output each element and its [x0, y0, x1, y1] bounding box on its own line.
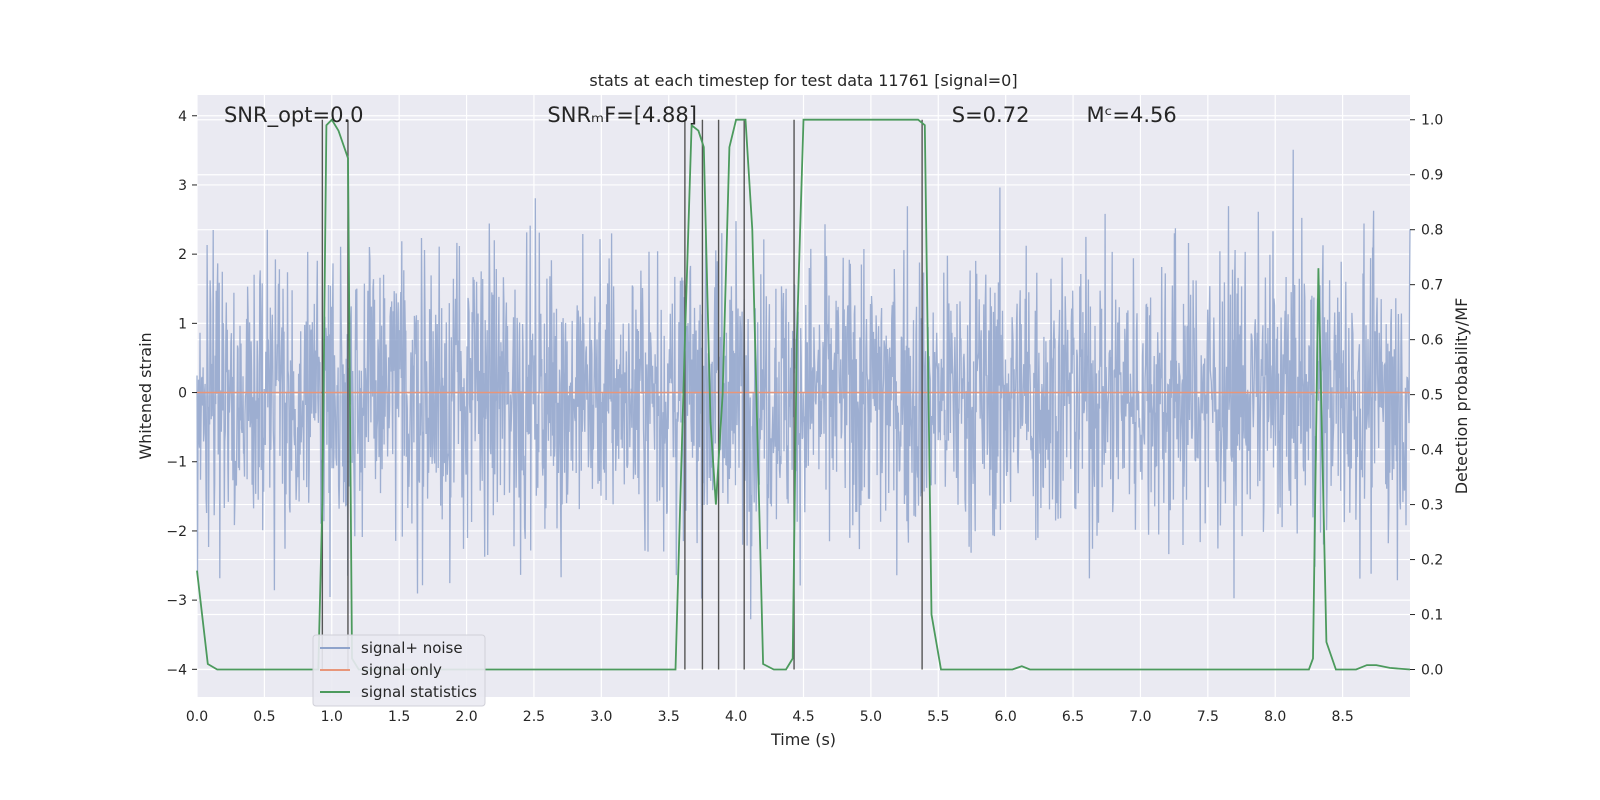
x-tick-label: 2.5: [523, 709, 545, 725]
y2-tick-label: 0.8: [1421, 223, 1443, 239]
x-axis-label: Time (s): [770, 730, 836, 749]
x-tick-label: 8.0: [1264, 709, 1286, 725]
annotation-mc: Mᶜ=4.56: [1087, 103, 1177, 127]
y-tick-label: −4: [166, 662, 187, 678]
signal-noise-line: [196, 149, 1411, 620]
y2-tick-label: 0.4: [1421, 443, 1443, 459]
y-tick-label: 2: [178, 247, 187, 263]
legend-label-signal-noise: signal+ noise: [361, 639, 463, 657]
x-tick-label: 3.0: [590, 709, 612, 725]
x-tick-label: 5.0: [860, 709, 882, 725]
x-tick-label: 1.5: [388, 709, 410, 725]
x-tick-label: 4.5: [792, 709, 814, 725]
signal-statistics-line: [196, 118, 1411, 671]
legend-label-signal-only: signal only: [361, 661, 442, 679]
y-tick-label: −1: [166, 455, 187, 471]
x-tick-label: 3.5: [658, 709, 680, 725]
y2-tick-label: 0.7: [1421, 278, 1443, 294]
y-tick-label: 3: [178, 178, 187, 194]
annotation-snr-opt: SNR_opt=0.0: [224, 103, 364, 128]
y2-tick-label: 0.5: [1421, 388, 1443, 404]
x-tick-label: 2.0: [455, 709, 477, 725]
legend: signal+ noise signal only signal statist…: [312, 634, 486, 707]
annotations: SNR_opt=0.0 SNRₘF=[4.88] S=0.72 Mᶜ=4.56: [224, 103, 1177, 128]
signal-noise-series: [196, 149, 1411, 620]
y-tick-label: 0: [178, 386, 187, 402]
annotation-s: S=0.72: [952, 103, 1030, 127]
y2-tick-label: 0.9: [1421, 168, 1443, 184]
x-tick-label: 8.5: [1331, 709, 1353, 725]
signal-statistics-series: [196, 118, 1411, 671]
x-tick-label: 6.0: [995, 709, 1017, 725]
chart-title: stats at each timestep for test data 117…: [589, 71, 1017, 90]
y2-tick-label: 1.0: [1421, 113, 1443, 129]
y-axis-label: Whitened strain: [136, 332, 155, 459]
annotation-snr-mf: SNRₘF=[4.88]: [547, 103, 697, 127]
x-tick-label: 0.5: [253, 709, 275, 725]
y2-tick-label: 0.3: [1421, 498, 1443, 514]
y2-tick-label: 0.2: [1421, 553, 1443, 569]
x-tick-label: 1.0: [321, 709, 343, 725]
x-tick-label: 0.0: [186, 709, 208, 725]
y2-tick-label: 0.0: [1421, 663, 1443, 679]
axis-ticks: 0.0 0.5 1.0 1.5 2.0 2.5 3.0 3.5 4.0 4.5 5.0 5.5 6.0 6…: [166, 109, 1443, 725]
y2-tick-label: 0.1: [1421, 608, 1443, 624]
x-tick-label: 7.0: [1129, 709, 1151, 725]
y-tick-label: 1: [178, 316, 187, 332]
vertical-markers: [321, 119, 923, 670]
y-tick-label: 4: [178, 109, 187, 125]
x-tick-label: 5.5: [927, 709, 949, 725]
y-tick-label: −3: [166, 593, 187, 609]
x-tick-label: 4.0: [725, 709, 747, 725]
x-tick-label: 7.5: [1197, 709, 1219, 725]
legend-label-signal-statistics: signal statistics: [361, 683, 477, 701]
x-tick-label: 6.5: [1062, 709, 1084, 725]
y2-tick-label: 0.6: [1421, 333, 1443, 349]
y2-axis-label: Detection probability/MF: [1452, 298, 1471, 495]
y-tick-label: −2: [166, 524, 187, 540]
legend-box: [312, 634, 486, 707]
